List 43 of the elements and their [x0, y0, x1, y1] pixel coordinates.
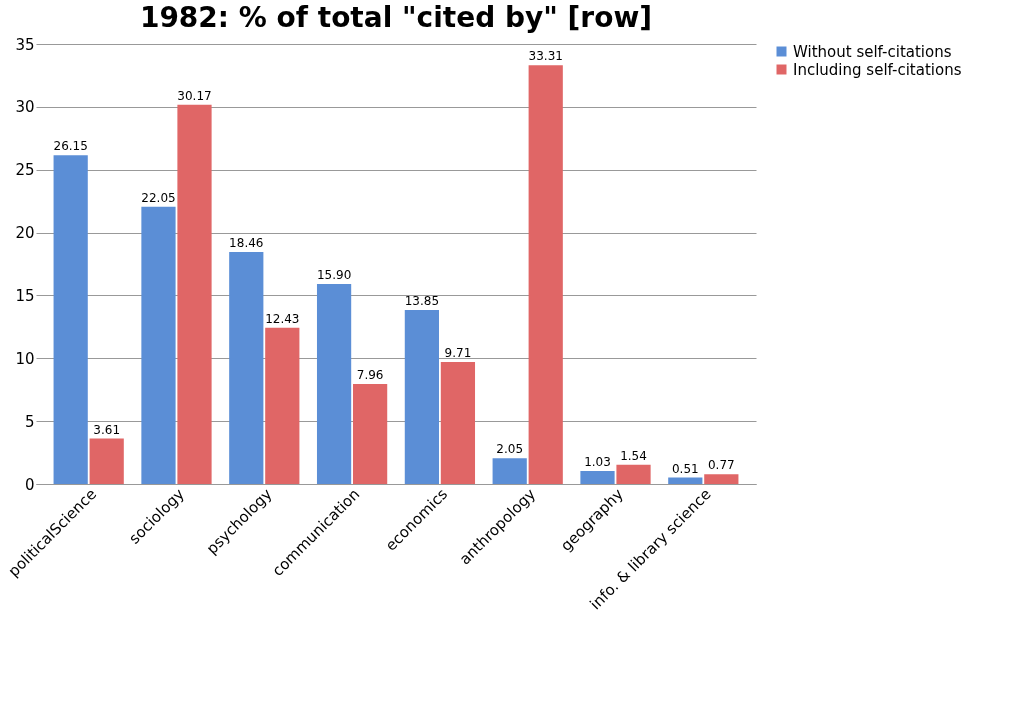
- data-label: 13.85: [404, 293, 440, 308]
- bar: [404, 309, 439, 484]
- y-tick-label: 25: [15, 161, 35, 180]
- data-label: 0.77: [707, 458, 735, 473]
- data-label: 15.90: [316, 268, 352, 283]
- bar: [177, 104, 212, 484]
- data-label: 2.05: [496, 442, 524, 457]
- data-label: 7.96: [356, 367, 384, 382]
- chart-title: 1982: % of total "cited by" [row]: [139, 1, 653, 34]
- data-label: 30.17: [177, 88, 212, 103]
- bar: [704, 474, 739, 484]
- bar: [265, 327, 300, 484]
- bar: [141, 206, 176, 484]
- data-label: 0.51: [671, 461, 699, 476]
- bar: [316, 284, 352, 484]
- bar: [492, 458, 527, 484]
- data-label: 26.15: [53, 139, 88, 154]
- data-label: 3.61: [93, 422, 121, 437]
- data-label: 12.43: [265, 311, 300, 326]
- y-tick-label: 5: [24, 412, 35, 431]
- y-tick-label: 0: [24, 475, 35, 494]
- bar: [229, 251, 264, 484]
- bar: [580, 471, 615, 484]
- legend-label: Including self-citations: [793, 60, 962, 79]
- data-label: 22.05: [141, 190, 176, 205]
- y-tick-label: 35: [15, 35, 35, 54]
- bar: [89, 438, 124, 484]
- bar: [440, 361, 476, 484]
- y-tick-label: 20: [15, 224, 35, 243]
- data-label: 33.31: [528, 49, 563, 64]
- y-tick-label: 15: [15, 286, 35, 305]
- data-label: 1.54: [620, 448, 647, 463]
- bar: [668, 477, 703, 484]
- bar: [616, 464, 651, 484]
- bar: [53, 155, 88, 484]
- legend-label: Without self-citations: [793, 42, 952, 61]
- bar: [353, 383, 388, 484]
- bar: [528, 65, 563, 484]
- y-tick-label: 10: [15, 349, 35, 368]
- data-label: 1.03: [584, 455, 611, 470]
- data-label: 9.71: [444, 345, 472, 360]
- y-tick-label: 30: [15, 98, 35, 117]
- data-label: 18.46: [229, 235, 264, 250]
